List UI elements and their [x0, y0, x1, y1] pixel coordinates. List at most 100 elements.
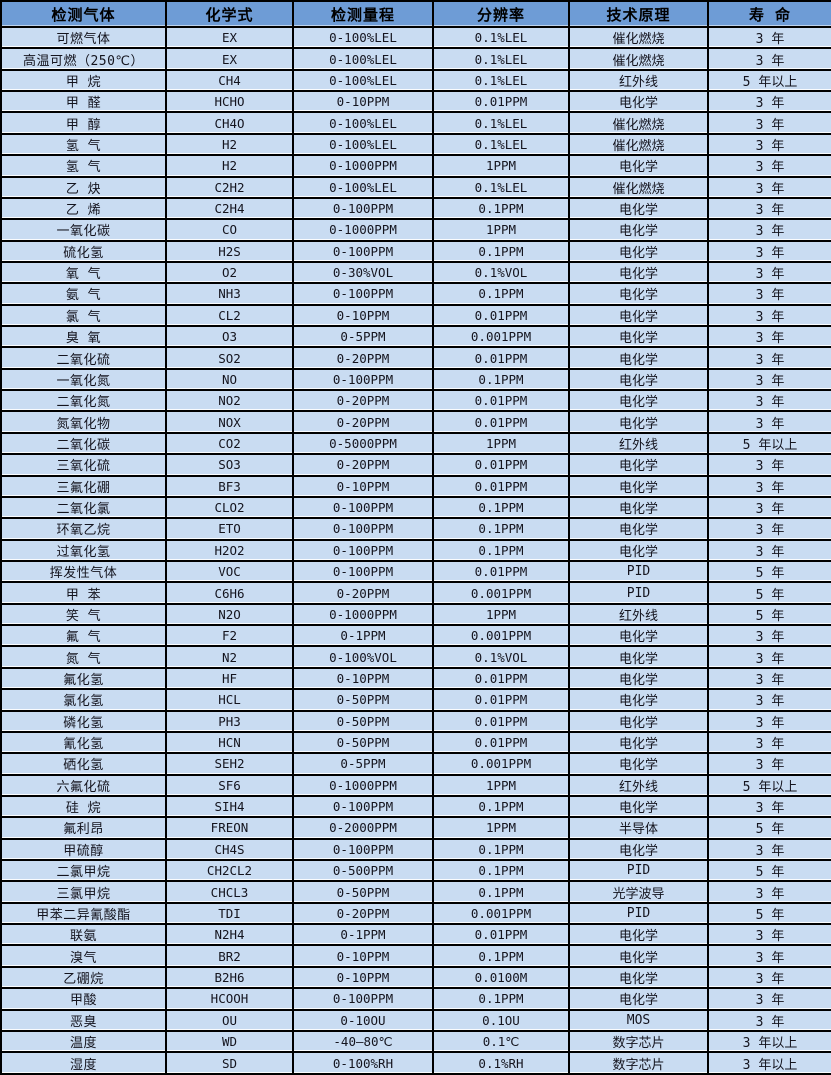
cell-resolution: 0.1PPM	[432, 517, 570, 541]
cell-formula: SF6	[165, 773, 294, 797]
cell-formula: N2H4	[165, 923, 294, 947]
table-row: 一氧化碳 CO 0-1000PPM 1PPM 电化学 3 年	[0, 218, 831, 242]
cell-gas: 氯化氢	[0, 688, 167, 712]
cell-life: 3 年	[707, 517, 831, 541]
cell-gas: 氧 气	[0, 260, 167, 285]
table-row: 乙硼烷 B2H6 0-10PPM 0.0100M 电化学 3 年	[0, 965, 831, 990]
cell-life: 3 年	[707, 303, 831, 328]
cell-range: 0-5PPM	[292, 325, 434, 349]
cell-gas: 氟利昂	[0, 816, 167, 840]
cell-life: 3 年	[707, 666, 831, 691]
cell-formula: VOC	[165, 559, 294, 584]
table-row: 氟利昂 FREON 0-2000PPM 1PPM 半导体 5 年	[0, 816, 831, 840]
cell-formula: BR2	[165, 944, 294, 968]
cell-resolution: 0.01PPM	[432, 346, 570, 370]
cell-life: 3 年	[707, 730, 831, 755]
table-row: 氯化氢 HCL 0-50PPM 0.01PPM 电化学 3 年	[0, 688, 831, 712]
cell-gas: 六氟化硫	[0, 773, 167, 797]
table-row: 溴气 BR2 0-10PPM 0.1PPM 电化学 3 年	[0, 944, 831, 968]
cell-resolution: 0.01PPM	[432, 559, 570, 584]
cell-formula: TDI	[165, 901, 294, 926]
cell-range: 0-100%LEL	[292, 47, 434, 71]
cell-resolution: 0.1PPM	[432, 495, 570, 520]
cell-gas: 硅 烷	[0, 794, 167, 819]
cell-formula: H2	[165, 132, 294, 157]
cell-formula: SIH4	[165, 794, 294, 819]
cell-range: 0-100PPM	[292, 282, 434, 306]
cell-formula: CH2CL2	[165, 858, 294, 883]
cell-life: 3 年	[707, 111, 831, 135]
table-row: 甲 烷 CH4 0-100%LEL 0.1%LEL 红外线 5 年以上	[0, 68, 831, 93]
cell-formula: O3	[165, 325, 294, 349]
cell-life: 3 年	[707, 923, 831, 947]
cell-principle: 电化学	[568, 730, 709, 755]
cell-range: 0-2000PPM	[292, 816, 434, 840]
cell-range: 0-1000PPM	[292, 773, 434, 797]
cell-principle: 电化学	[568, 923, 709, 947]
table-row: 甲 醛 HCHO 0-10PPM 0.01PPM 电化学 3 年	[0, 90, 831, 114]
cell-principle: 电化学	[568, 709, 709, 733]
cell-principle: 电化学	[568, 90, 709, 114]
cell-formula: EX	[165, 25, 294, 50]
cell-gas: 硫化氢	[0, 239, 167, 263]
cell-principle: PID	[568, 858, 709, 883]
cell-gas: 氯 气	[0, 303, 167, 328]
cell-resolution: 0.1PPM	[432, 880, 570, 904]
cell-life: 3 年	[707, 624, 831, 648]
cell-gas: 二氯甲烷	[0, 858, 167, 883]
cell-formula: F2	[165, 624, 294, 648]
cell-gas: 甲 醇	[0, 111, 167, 135]
cell-range: 0-100%RH	[292, 1051, 434, 1075]
cell-range: 0-20PPM	[292, 346, 434, 370]
cell-formula: N2O	[165, 602, 294, 627]
cell-formula: C2H4	[165, 196, 294, 221]
table-row: 三氧化硫 SO3 0-20PPM 0.01PPM 电化学 3 年	[0, 453, 831, 477]
cell-resolution: 0.1PPM	[432, 837, 570, 862]
cell-gas: 三氯甲烷	[0, 880, 167, 904]
cell-range: 0-100PPM	[292, 794, 434, 819]
table-row: 氟 气 F2 0-1PPM 0.001PPM 电化学 3 年	[0, 624, 831, 648]
cell-range: 0-50PPM	[292, 880, 434, 904]
cell-range: 0-5PPM	[292, 752, 434, 776]
cell-range: 0-50PPM	[292, 709, 434, 733]
cell-life: 3 年	[707, 410, 831, 434]
cell-life: 3 年	[707, 495, 831, 520]
table-row: 二氧化硫 SO2 0-20PPM 0.01PPM 电化学 3 年	[0, 346, 831, 370]
cell-formula: NO2	[165, 389, 294, 413]
cell-principle: 红外线	[568, 68, 709, 93]
table-header: 检测气体 化学式 检测量程 分辨率 技术原理 寿 命	[0, 0, 831, 28]
cell-resolution: 0.001PPM	[432, 752, 570, 776]
cell-resolution: 0.001PPM	[432, 624, 570, 648]
cell-principle: 催化燃烧	[568, 175, 709, 199]
cell-principle: 半导体	[568, 816, 709, 840]
cell-gas: 氟 气	[0, 624, 167, 648]
cell-principle: 红外线	[568, 602, 709, 627]
cell-resolution: 0.01PPM	[432, 730, 570, 755]
cell-life: 3 年	[707, 645, 831, 669]
cell-life: 3 年	[707, 239, 831, 263]
cell-gas: 氰化氢	[0, 730, 167, 755]
cell-range: 0-100PPM	[292, 538, 434, 563]
cell-resolution: 0.1%LEL	[432, 111, 570, 135]
table-row: 温度 WD -40—80℃ 0.1℃ 数字芯片 3 年以上	[0, 1029, 831, 1054]
cell-range: 0-100PPM	[292, 196, 434, 221]
cell-formula: HCHO	[165, 90, 294, 114]
cell-gas: 甲苯二异氰酸酯	[0, 901, 167, 926]
cell-resolution: 0.001PPM	[432, 581, 570, 605]
cell-range: 0-50PPM	[292, 688, 434, 712]
cell-principle: 电化学	[568, 346, 709, 370]
cell-resolution: 0.1%LEL	[432, 175, 570, 199]
cell-formula: SD	[165, 1051, 294, 1075]
table-row: 氯 气 CL2 0-10PPM 0.01PPM 电化学 3 年	[0, 303, 831, 328]
table-row: 乙 烯 C2H4 0-100PPM 0.1PPM 电化学 3 年	[0, 196, 831, 221]
table-row: 笑 气 N2O 0-1000PPM 1PPM 红外线 5 年	[0, 602, 831, 627]
cell-gas: 氢 气	[0, 132, 167, 157]
cell-principle: 红外线	[568, 431, 709, 456]
cell-resolution: 0.1%VOL	[432, 260, 570, 285]
cell-gas: 二氧化氯	[0, 495, 167, 520]
table-row: 磷化氢 PH3 0-50PPM 0.01PPM 电化学 3 年	[0, 709, 831, 733]
table-row: 臭 氧 O3 0-5PPM 0.001PPM 电化学 3 年	[0, 325, 831, 349]
cell-resolution: 0.01PPM	[432, 303, 570, 328]
cell-principle: 电化学	[568, 517, 709, 541]
cell-resolution: 0.1%LEL	[432, 132, 570, 157]
